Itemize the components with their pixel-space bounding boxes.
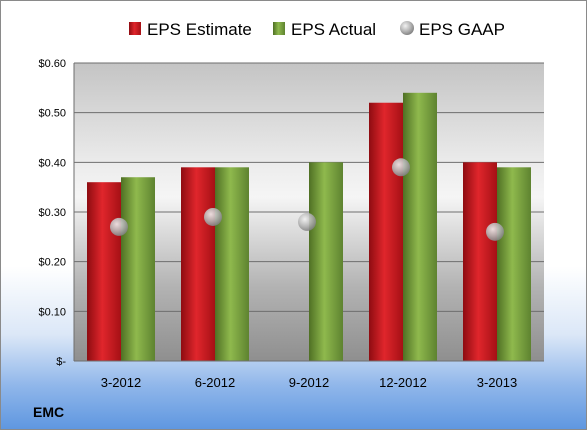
y-tick-label: $- [56,356,66,368]
y-tick-label: $0.50 [38,108,66,120]
legend-swatch [400,21,414,35]
marker-eps-gaap [204,207,222,226]
marker-eps-gaap [298,212,316,231]
x-tick-label: 6-2012 [195,375,235,390]
bar-eps-actual [497,167,531,361]
bar-marks [87,92,531,362]
legend-swatch [129,22,141,35]
y-axis: $- $0.10 $0.20 $0.30 $0.40 $0.50 $0.60 [38,58,544,368]
y-tick-label: $0.60 [38,58,66,70]
y-tick-label: $0.40 [38,157,66,169]
company-label: EMC [33,404,64,420]
legend-swatch [273,22,285,35]
bar-eps-actual [309,162,343,361]
legend-label: EPS Actual [291,20,376,39]
marker-eps-gaap [392,158,410,177]
bar-eps-actual [403,92,437,362]
bar-eps-estimate [181,167,215,361]
bar-eps-estimate [87,182,121,361]
marker-eps-gaap [110,217,128,236]
legend: EPS Estimate EPS Actual EPS GAAP [129,20,505,39]
x-tick-label: 9-2012 [289,375,329,390]
x-tick-label: 3-2013 [477,375,517,390]
gaap-markers [110,158,504,241]
y-tick-label: $0.10 [38,306,66,318]
x-tick-label: 3-2012 [101,375,141,390]
y-tick-label: $0.20 [38,257,66,269]
legend-label: EPS Estimate [147,20,252,39]
bar-eps-actual [215,167,249,361]
bar-eps-estimate [369,102,403,361]
y-tick-label: $0.30 [38,207,66,219]
bar-eps-estimate [463,162,497,361]
x-axis: 3-2012 6-2012 9-2012 12-2012 3-2013 [101,375,517,390]
legend-label: EPS GAAP [419,20,505,39]
x-tick-label: 12-2012 [379,375,427,390]
bar-eps-actual [121,177,155,361]
marker-eps-gaap [486,222,504,241]
